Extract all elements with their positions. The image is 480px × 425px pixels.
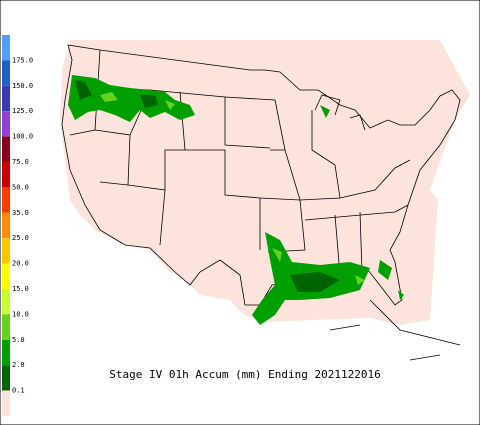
legend-swatch — [2, 162, 10, 188]
legend-swatch — [2, 238, 10, 264]
legend-swatch — [2, 35, 10, 61]
legend: 175.0 150.0 125.0 100.0 75.0 50.0 35.0 25.0 20.0… — [2, 35, 33, 416]
legend-swatch — [2, 212, 10, 239]
legend-swatch — [2, 60, 10, 86]
precip-areas — [68, 75, 404, 325]
legend-label: 5.0 — [12, 336, 25, 344]
map-title: Stage IV 01h Accum (mm) Ending 202112201… — [109, 368, 381, 381]
legend-label: 35.0 — [12, 209, 29, 217]
legend-label: 175.0 — [12, 56, 33, 64]
legend-label: 2.0 — [12, 361, 25, 369]
legend-swatch — [2, 187, 10, 213]
legend-swatch — [2, 136, 10, 162]
legend-swatch — [2, 111, 10, 137]
legend-label: 75.0 — [12, 158, 29, 166]
legend-swatch — [2, 289, 10, 315]
legend-swatch — [2, 339, 10, 366]
legend-label: 10.0 — [12, 310, 29, 318]
legend-label: 100.0 — [12, 133, 33, 141]
legend-label: 20.0 — [12, 260, 29, 268]
legend-swatch — [2, 314, 10, 340]
legend-swatch — [2, 390, 10, 416]
legend-swatch — [2, 263, 10, 289]
legend-label: 0.1 — [12, 387, 25, 395]
legend-swatch — [2, 365, 10, 391]
legend-label: 25.0 — [12, 234, 29, 242]
legend-label: 150.0 — [12, 82, 33, 90]
boundaries — [61, 44, 461, 361]
legend-label: 50.0 — [12, 183, 29, 191]
legend-label: 15.0 — [12, 285, 29, 293]
legend-swatch — [2, 85, 10, 112]
legend-label: 125.0 — [12, 107, 33, 115]
